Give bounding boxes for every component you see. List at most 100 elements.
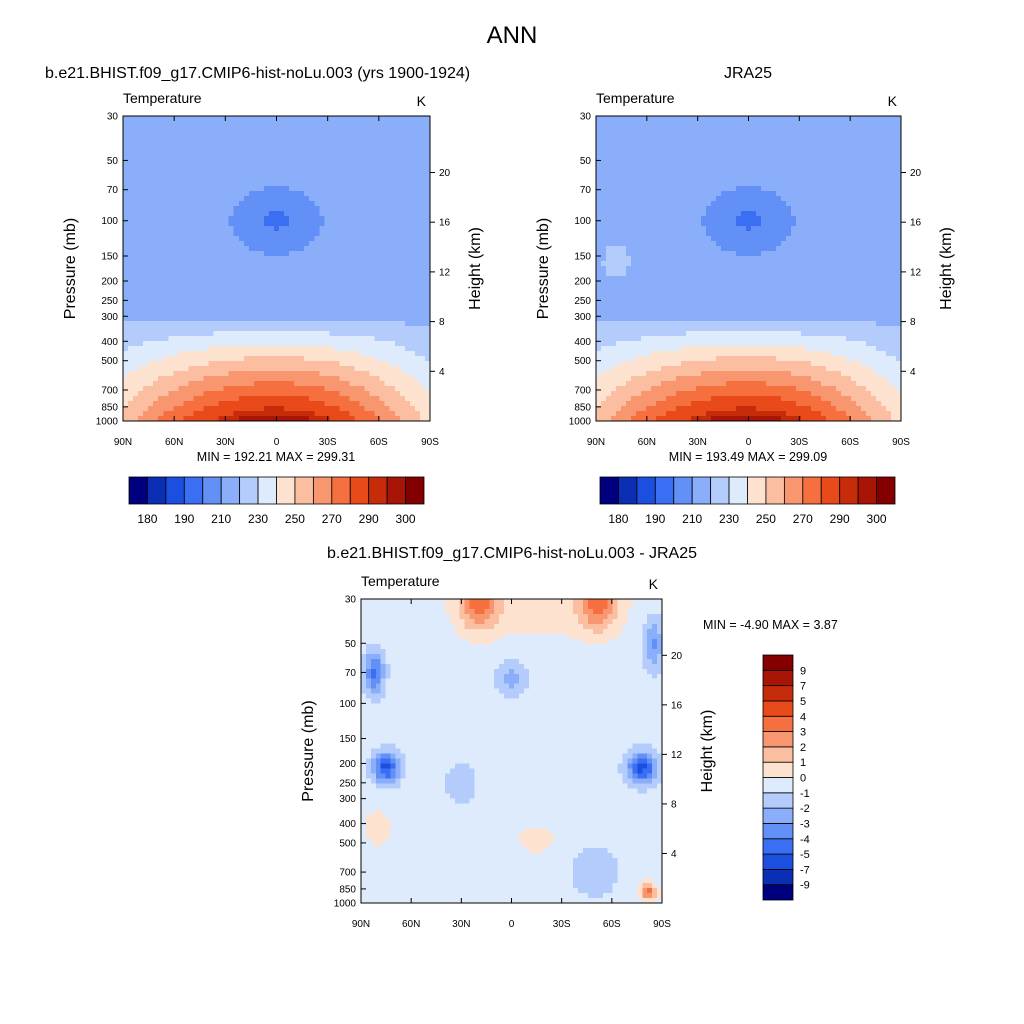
contour-cell	[339, 236, 346, 242]
contour-cell	[856, 136, 862, 142]
contour-cell	[228, 346, 235, 352]
contour-cell	[886, 146, 892, 152]
contour-cell	[414, 321, 421, 327]
contour-cell	[158, 376, 164, 382]
contour-cell	[334, 386, 341, 392]
contour-cell	[173, 146, 179, 152]
contour-cell	[279, 136, 285, 142]
contour-cell	[218, 121, 225, 127]
contour-cell	[404, 286, 411, 292]
contour-cell	[354, 201, 361, 207]
contour-cell	[319, 306, 325, 312]
contour-cell	[309, 291, 315, 297]
contour-cell	[821, 166, 827, 172]
contour-cell	[394, 176, 401, 182]
contour-cell	[636, 211, 642, 217]
contour-cell	[399, 396, 406, 402]
contour-cell	[424, 196, 431, 202]
contour-cell	[364, 286, 371, 292]
contour-cell	[198, 381, 205, 387]
contour-cell	[751, 121, 757, 127]
contour-cell	[213, 236, 220, 242]
contour-cell	[369, 166, 376, 172]
contour-cell	[776, 141, 782, 147]
contour-cell	[414, 196, 421, 202]
contour-cell	[299, 321, 305, 327]
contour-cell	[374, 256, 381, 262]
contour-cell	[329, 136, 335, 142]
contour-cell	[163, 211, 169, 217]
contour-cell	[319, 196, 325, 202]
contour-cell	[324, 156, 330, 162]
contour-cell	[349, 126, 356, 132]
contour-cell	[324, 121, 330, 127]
contour-cell	[253, 286, 260, 292]
contour-cell	[273, 191, 280, 197]
contour-cell	[208, 246, 215, 252]
contour-cell	[123, 191, 129, 197]
contour-cell	[701, 181, 707, 187]
contour-cell	[324, 311, 330, 317]
contour-cell	[183, 176, 190, 182]
contour-cell	[796, 151, 802, 157]
contour-cell	[424, 366, 431, 372]
contour-cell	[354, 406, 361, 412]
contour-cell	[686, 166, 692, 172]
contour-cell	[394, 136, 401, 142]
contour-cell	[128, 296, 134, 302]
contour-cell	[344, 261, 351, 267]
contour-cell	[183, 406, 190, 412]
contour-cell	[731, 176, 737, 182]
contour-cell	[203, 226, 210, 232]
contour-cell	[359, 316, 366, 322]
contour-cell	[394, 141, 401, 147]
contour-cell	[354, 361, 361, 367]
contour-cell	[334, 246, 341, 252]
contour-cell	[279, 331, 285, 337]
contour-cell	[766, 186, 772, 192]
contour-cell	[299, 191, 305, 197]
contour-cell	[268, 281, 275, 287]
contour-cell	[148, 206, 154, 212]
contour-cell	[198, 316, 205, 322]
contour-cell	[626, 121, 632, 127]
contour-cell	[359, 286, 366, 292]
contour-cell	[133, 236, 139, 242]
contour-cell	[394, 331, 401, 337]
contour-cell	[208, 316, 215, 322]
contour-cell	[304, 316, 310, 322]
contour-cell	[123, 291, 129, 297]
contour-cell	[289, 251, 295, 257]
contour-cell	[339, 271, 346, 277]
contour-cell	[223, 351, 230, 357]
contour-cell	[329, 356, 335, 362]
contour-cell	[158, 346, 164, 352]
contour-cell	[168, 126, 174, 132]
contour-cell	[218, 241, 225, 247]
contour-cell	[414, 126, 421, 132]
contour-cell	[168, 211, 174, 217]
contour-cell	[228, 131, 235, 137]
contour-cell	[826, 141, 832, 147]
contour-cell	[329, 336, 335, 342]
contour-cell	[384, 211, 391, 217]
contour-cell	[304, 156, 310, 162]
contour-cell	[263, 121, 270, 127]
contour-cell	[168, 316, 174, 322]
contour-cell	[711, 126, 717, 132]
contour-cell	[294, 166, 300, 172]
contour-cell	[339, 306, 346, 312]
contour-cell	[284, 266, 290, 272]
contour-cell	[158, 191, 164, 197]
contour-cell	[404, 356, 411, 362]
contour-cell	[369, 381, 376, 387]
contour-cell	[258, 121, 265, 127]
contour-cell	[891, 206, 897, 212]
contour-cell	[389, 381, 396, 387]
contour-cell	[364, 401, 371, 407]
contour-cell	[379, 361, 386, 367]
contour-cell	[163, 201, 169, 207]
contour-cell	[273, 151, 280, 157]
contour-cell	[133, 131, 139, 137]
contour-cell	[253, 256, 260, 262]
